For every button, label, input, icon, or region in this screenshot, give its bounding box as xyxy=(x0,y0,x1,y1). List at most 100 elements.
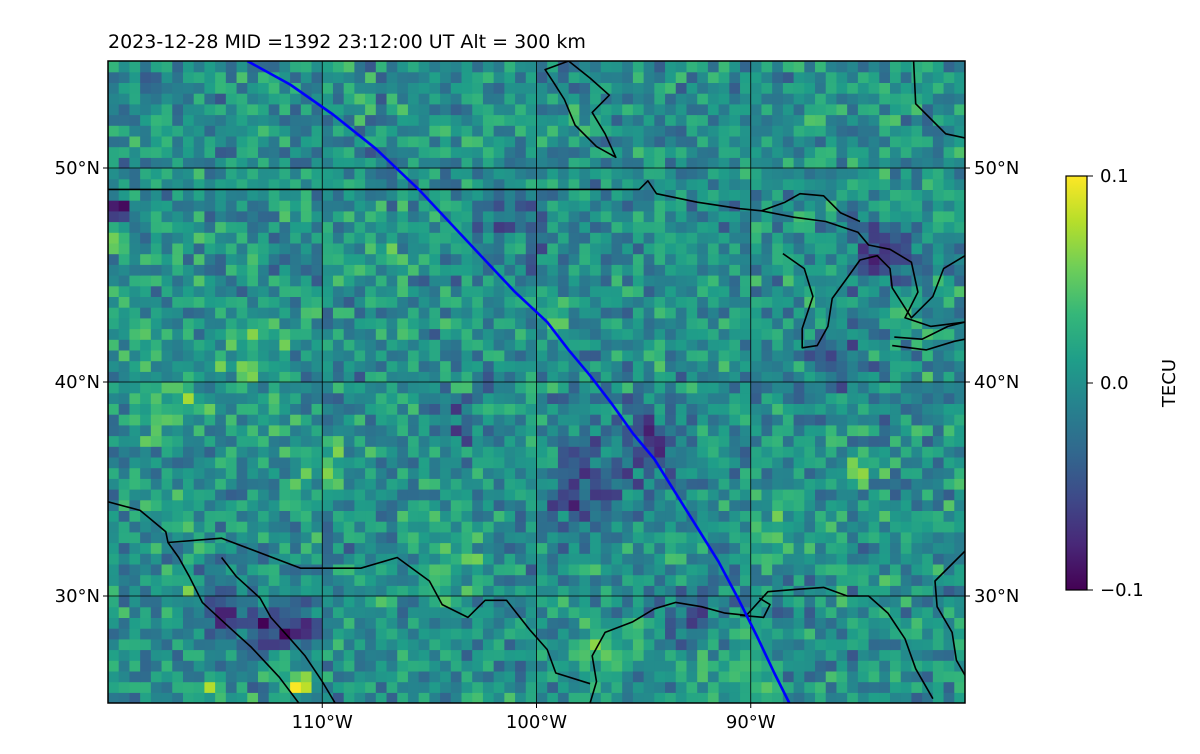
heatmap-cell xyxy=(129,692,141,703)
heatmap-cell xyxy=(204,328,216,340)
heatmap-cell xyxy=(332,61,345,73)
heatmap-cell xyxy=(879,157,891,169)
heatmap-cell xyxy=(365,103,377,116)
heatmap-cell xyxy=(707,585,720,597)
heatmap-cell xyxy=(665,253,677,265)
heatmap-cell xyxy=(632,424,645,437)
heatmap-cell xyxy=(129,349,141,362)
heatmap-cell xyxy=(150,510,163,522)
heatmap-cell xyxy=(204,542,216,554)
heatmap-cell xyxy=(343,467,355,479)
heatmap-cell xyxy=(108,125,120,137)
heatmap-cell xyxy=(697,510,709,522)
heatmap-cell xyxy=(868,403,880,415)
heatmap-cell xyxy=(450,264,463,276)
heatmap-cell xyxy=(236,628,248,640)
heatmap-cell xyxy=(579,499,591,511)
heatmap-cell xyxy=(204,275,216,287)
heatmap-cell xyxy=(504,71,516,83)
heatmap-cell xyxy=(375,489,388,501)
heatmap-cell xyxy=(740,221,752,233)
heatmap-cell xyxy=(257,189,270,201)
heatmap-cell xyxy=(740,200,752,212)
heatmap-cell xyxy=(343,168,355,180)
heatmap-cell xyxy=(665,660,677,672)
heatmap-cell xyxy=(557,317,570,330)
heatmap-cell xyxy=(557,499,570,511)
heatmap-cell xyxy=(643,114,655,126)
heatmap-cell xyxy=(536,264,548,276)
heatmap-cell xyxy=(590,531,602,544)
heatmap-cell xyxy=(857,574,870,586)
heatmap-cell xyxy=(482,446,495,458)
heatmap-cell xyxy=(365,210,377,223)
heatmap-cell xyxy=(236,638,248,651)
heatmap-cell xyxy=(793,210,805,223)
heatmap-cell xyxy=(515,221,527,233)
heatmap-cell xyxy=(525,189,538,201)
heatmap-cell xyxy=(525,499,538,511)
heatmap-cell xyxy=(761,371,773,383)
heatmap-cell xyxy=(772,403,784,415)
heatmap-cell xyxy=(782,157,795,169)
heatmap-cell xyxy=(943,638,955,651)
heatmap-cell xyxy=(654,692,666,703)
heatmap-cell xyxy=(579,660,591,672)
heatmap-cell xyxy=(290,103,302,116)
heatmap-cell xyxy=(954,531,965,544)
heatmap-cell xyxy=(215,660,227,672)
heatmap-cell xyxy=(697,221,709,233)
heatmap-cell xyxy=(493,478,505,490)
heatmap-cell xyxy=(922,285,934,297)
heatmap-cell xyxy=(868,146,880,158)
heatmap-cell xyxy=(932,103,945,116)
heatmap-cell xyxy=(418,275,430,287)
heatmap-cell xyxy=(632,542,645,554)
heatmap-cell xyxy=(365,510,377,522)
heatmap-cell xyxy=(750,638,763,651)
heatmap-cell xyxy=(654,467,666,479)
heatmap-cell xyxy=(140,360,152,372)
heatmap-cell xyxy=(450,596,463,608)
heatmap-cell xyxy=(911,210,923,223)
heatmap-cell xyxy=(161,210,173,223)
heatmap-cell xyxy=(279,531,291,544)
heatmap-cell xyxy=(718,638,730,651)
heatmap-cell xyxy=(890,114,902,126)
heatmap-cell xyxy=(150,403,163,415)
heatmap-cell xyxy=(825,371,838,383)
heatmap-cell xyxy=(740,232,752,244)
heatmap-cell xyxy=(879,670,891,683)
heatmap-cell xyxy=(215,692,227,703)
heatmap-cell xyxy=(707,275,720,287)
heatmap-cell xyxy=(236,242,248,255)
heatmap-cell xyxy=(643,371,655,383)
heatmap-cell xyxy=(825,478,838,490)
heatmap-cell xyxy=(536,392,548,404)
heatmap-cell xyxy=(172,606,184,618)
heatmap-cell xyxy=(375,382,388,394)
heatmap-cell xyxy=(590,510,602,522)
heatmap-cell xyxy=(772,146,784,158)
heatmap-cell xyxy=(579,264,591,276)
heatmap-cell xyxy=(300,221,313,233)
heatmap-cell xyxy=(772,307,784,319)
heatmap-cell xyxy=(118,542,131,554)
heatmap-cell xyxy=(461,221,473,233)
heatmap-cell xyxy=(825,114,838,126)
heatmap-cell xyxy=(579,424,591,437)
heatmap-cell xyxy=(761,157,773,169)
heatmap-cell xyxy=(697,157,709,169)
heatmap-cell xyxy=(718,617,730,629)
heatmap-cell xyxy=(900,178,913,190)
heatmap-cell xyxy=(118,285,131,297)
heatmap-cell xyxy=(643,456,655,469)
heatmap-cell xyxy=(129,563,141,576)
heatmap-cell xyxy=(922,221,934,233)
heatmap-cell xyxy=(954,189,965,201)
heatmap-cell xyxy=(322,542,334,554)
heatmap-cell xyxy=(161,521,173,533)
heatmap-cell xyxy=(161,200,173,212)
heatmap-cell xyxy=(793,71,805,83)
heatmap-cell xyxy=(825,242,838,255)
